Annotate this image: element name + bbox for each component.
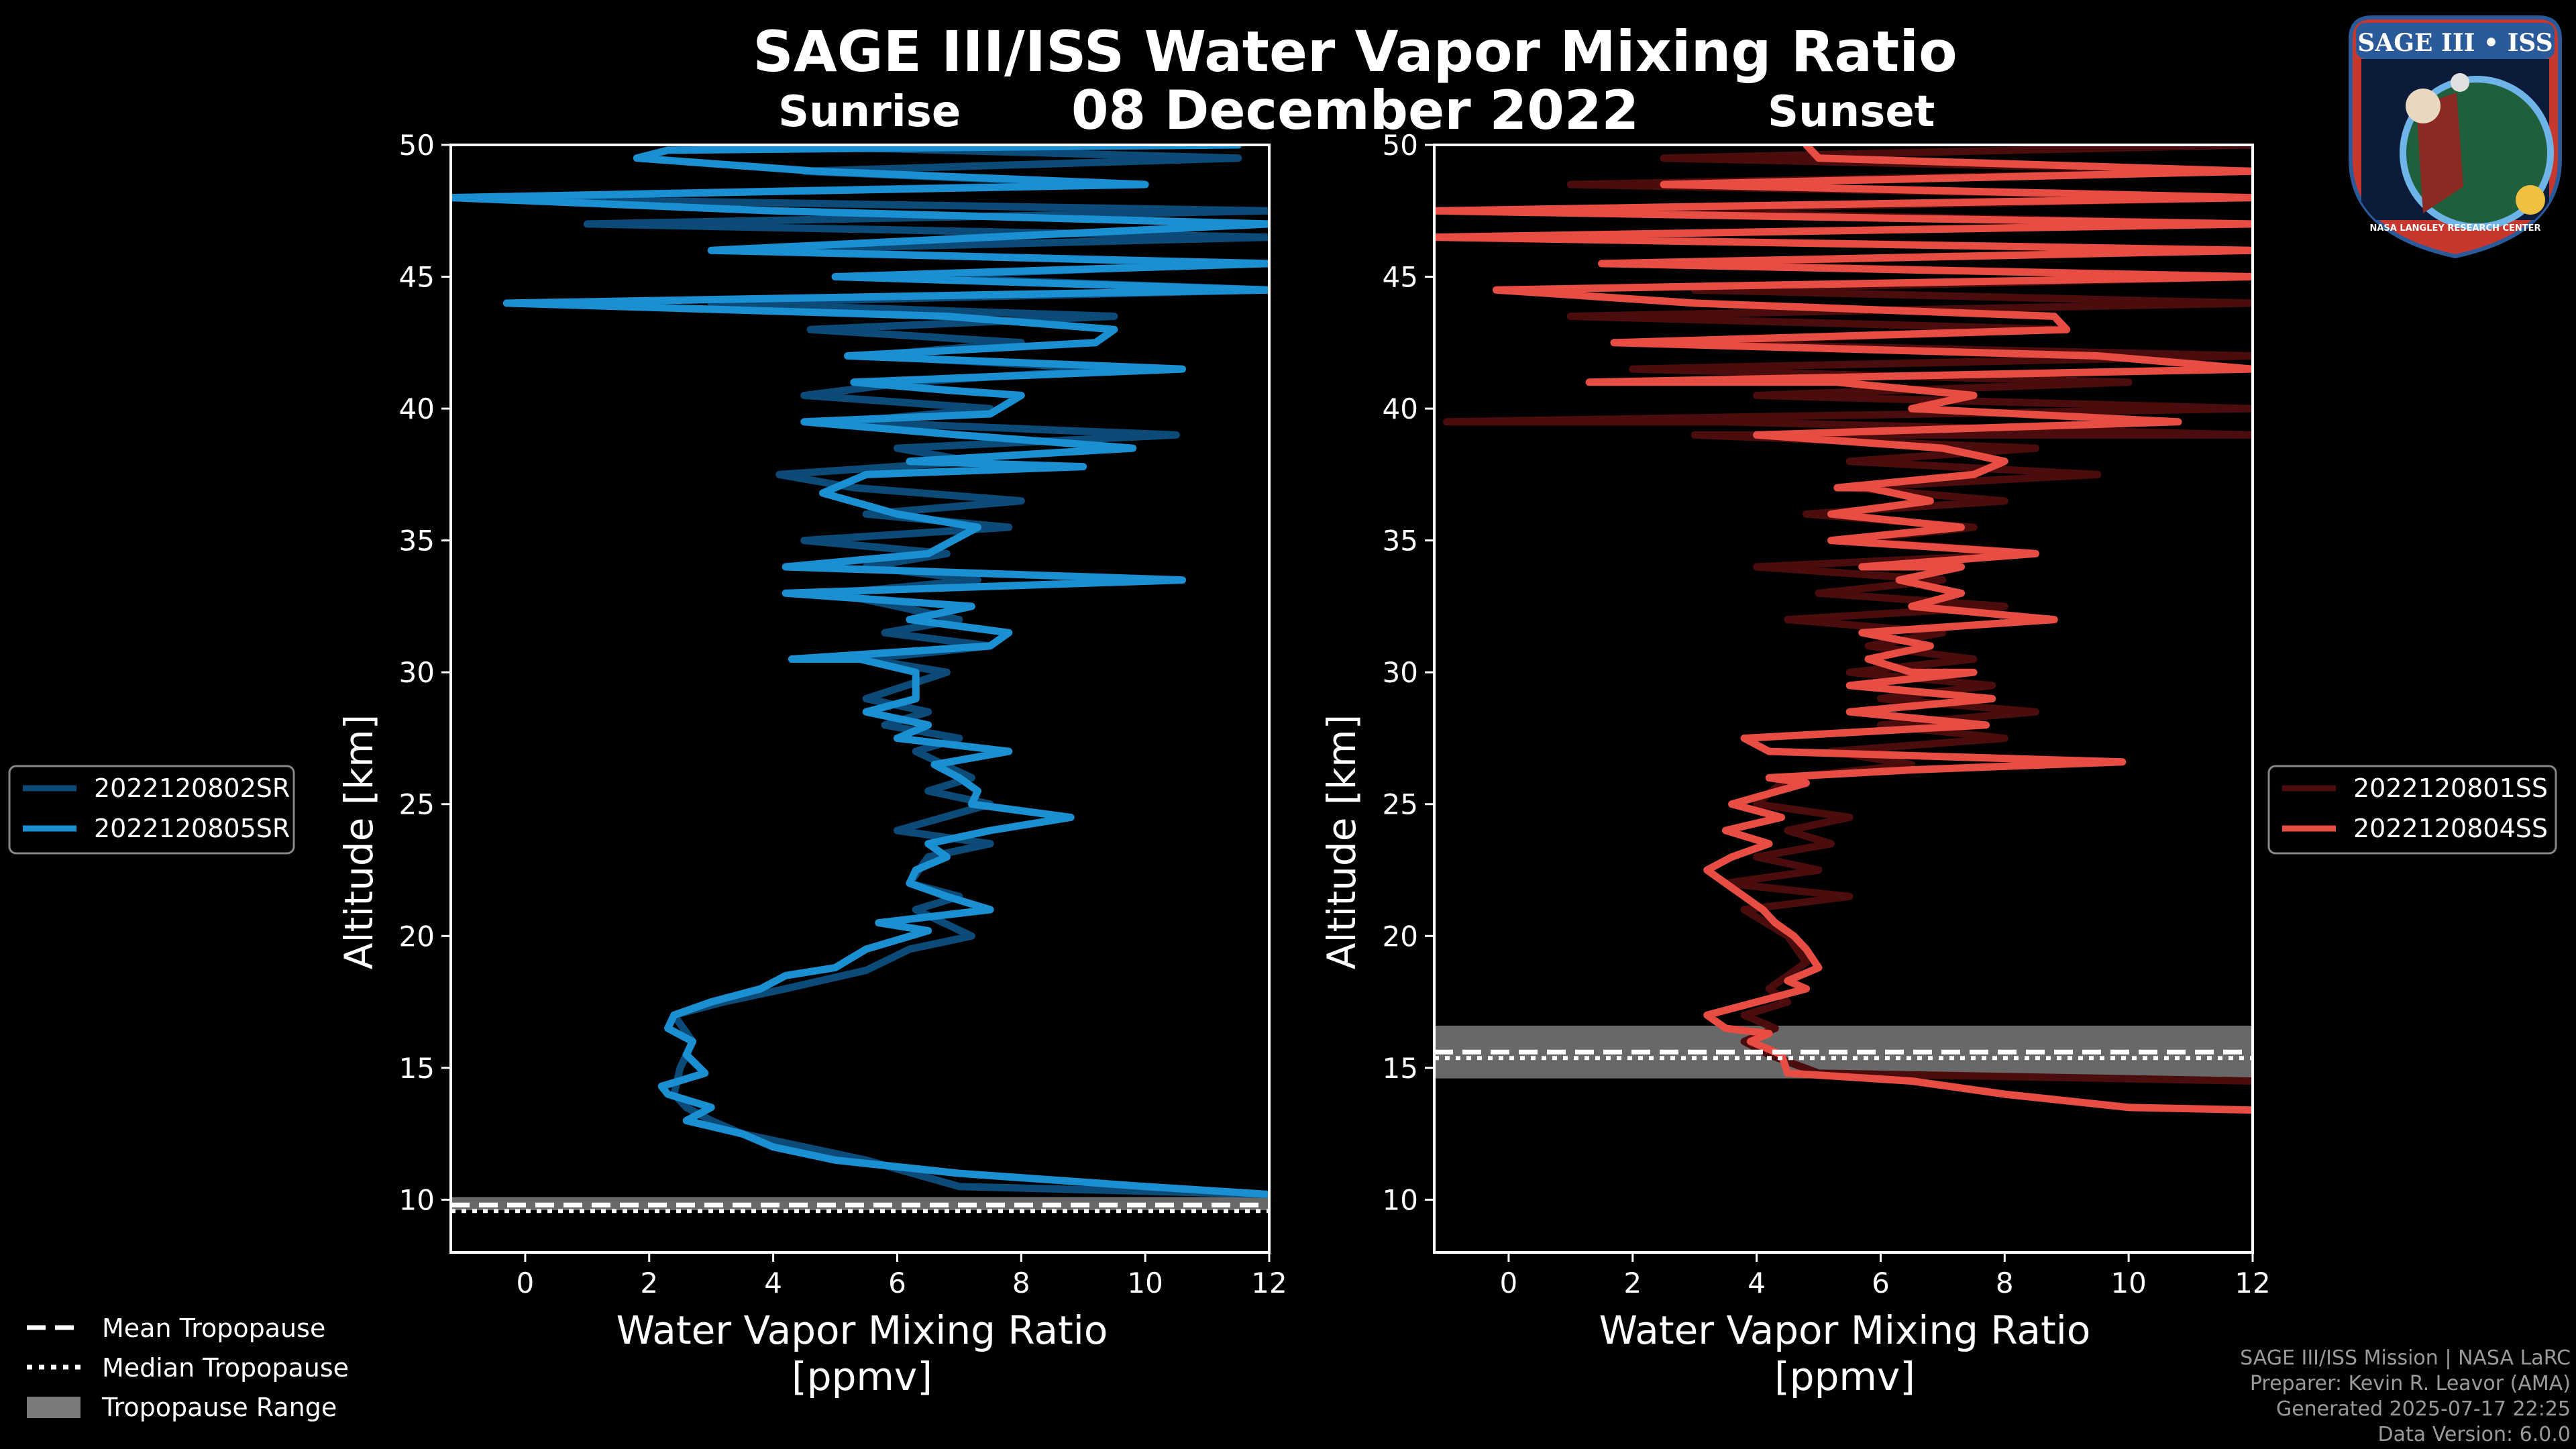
chart-date: 08 December 2022 bbox=[1071, 79, 1640, 142]
xtick-label: 8 bbox=[1012, 1267, 1030, 1299]
sage-iii-iss-logo: SAGE III • ISS NASA LANGLEY RESEARCH CEN… bbox=[2343, 12, 2568, 262]
xlabel-sunset-line1: Water Vapor Mixing Ratio bbox=[1599, 1307, 2091, 1353]
xtick-label: 4 bbox=[1748, 1267, 1766, 1299]
legend-tropopause-range: Tropopause Range bbox=[101, 1393, 337, 1422]
xlabel-sunrise-line1: Water Vapor Mixing Ratio bbox=[616, 1307, 1108, 1353]
xtick-label: 12 bbox=[1251, 1267, 1287, 1299]
ytick-label: 25 bbox=[399, 788, 435, 821]
series-line-2022120805SR bbox=[451, 145, 1269, 1198]
ytick-label: 40 bbox=[399, 392, 435, 425]
ytick-label: 25 bbox=[1383, 788, 1418, 821]
plot-area-sunset bbox=[1434, 145, 2253, 1114]
legend-mean-tropopause: Mean Tropopause bbox=[102, 1313, 325, 1343]
series-line-2022120804SS bbox=[1434, 145, 2253, 1114]
ytick-label: 50 bbox=[1383, 129, 1418, 162]
ytick-label: 50 bbox=[399, 129, 435, 162]
ylabel-sunset: Altitude [km] bbox=[1319, 714, 1364, 969]
plot-frame-sunrise bbox=[449, 144, 1271, 1254]
xtick-label: 6 bbox=[1872, 1267, 1890, 1299]
plot-frame-sunset bbox=[1433, 144, 2254, 1254]
footer-version: Data Version: 6.0.0 bbox=[2377, 1423, 2571, 1446]
series-legend-sunset: 2022120801SS 2022120804SS bbox=[2267, 765, 2557, 855]
series-line-2022120801SS bbox=[1443, 145, 2253, 1085]
panel-sunset: Altitude [km] Water Vapor Mixing Ratio [… bbox=[1319, 129, 2271, 1399]
footer-mission: SAGE III/ISS Mission | NASA LaRC bbox=[2240, 1346, 2571, 1370]
ytick-label: 35 bbox=[1383, 525, 1418, 557]
ytick-label: 20 bbox=[1383, 920, 1418, 953]
legend-median-tropopause: Median Tropopause bbox=[102, 1353, 349, 1383]
ylabel-sunrise: Altitude [km] bbox=[336, 714, 382, 969]
plot-area-sunrise bbox=[451, 145, 1269, 1214]
chart-title: SAGE III/ISS Water Vapor Mixing Ratio bbox=[753, 19, 1957, 85]
ytick-label: 20 bbox=[399, 920, 435, 953]
xtick-label: 4 bbox=[764, 1267, 782, 1299]
xlabel-sunset-line2: [ppmv] bbox=[1774, 1354, 1915, 1399]
panel-sunrise: Altitude [km] Water Vapor Mixing Ratio [… bbox=[336, 129, 1287, 1399]
ytick-label: 45 bbox=[1383, 261, 1418, 294]
xtick-label: 0 bbox=[1500, 1267, 1518, 1299]
ytick-label: 15 bbox=[399, 1052, 435, 1085]
series-legend-sunrise: 2022120802SR 2022120805SR bbox=[8, 765, 295, 855]
legend-label-2022120805SR: 2022120805SR bbox=[94, 814, 290, 843]
logo-ring-text: NASA LANGLEY RESEARCH CENTER bbox=[2369, 223, 2540, 233]
xtick-label: 2 bbox=[1623, 1267, 1642, 1299]
legend-label-2022120802SR: 2022120802SR bbox=[94, 773, 290, 803]
legend-label-2022120801SS: 2022120801SS bbox=[2353, 773, 2548, 803]
legend-tropopause-range-swatch bbox=[27, 1397, 80, 1418]
panel-title-sunset: Sunset bbox=[1768, 87, 1935, 137]
footer-preparer: Preparer: Kevin R. Leavor (AMA) bbox=[2249, 1372, 2571, 1395]
ytick-label: 30 bbox=[399, 656, 435, 689]
xtick-label: 6 bbox=[888, 1267, 906, 1299]
xtick-label: 0 bbox=[517, 1267, 535, 1299]
footer-generated: Generated 2025-07-17 22:25 bbox=[2275, 1397, 2571, 1421]
legend-label-2022120804SS: 2022120804SS bbox=[2353, 814, 2548, 843]
tropopause-legend: Mean Tropopause Median Tropopause Tropop… bbox=[27, 1313, 349, 1422]
xtick-label: 12 bbox=[2235, 1267, 2270, 1299]
xtick-label: 2 bbox=[640, 1267, 658, 1299]
xtick-label: 8 bbox=[1996, 1267, 2014, 1299]
ytick-label: 10 bbox=[399, 1183, 435, 1216]
logo-text: SAGE III • ISS bbox=[2357, 29, 2553, 57]
ytick-label: 45 bbox=[399, 261, 435, 294]
ytick-label: 15 bbox=[1383, 1052, 1418, 1085]
xlabel-sunrise-line2: [ppmv] bbox=[792, 1354, 932, 1399]
ytick-label: 30 bbox=[1383, 656, 1418, 689]
xtick-label: 10 bbox=[2110, 1267, 2146, 1299]
ytick-label: 35 bbox=[399, 525, 435, 557]
ytick-label: 40 bbox=[1383, 392, 1418, 425]
panel-title-sunrise: Sunrise bbox=[778, 87, 961, 137]
xtick-label: 10 bbox=[1127, 1267, 1163, 1299]
ytick-label: 10 bbox=[1383, 1183, 1418, 1216]
